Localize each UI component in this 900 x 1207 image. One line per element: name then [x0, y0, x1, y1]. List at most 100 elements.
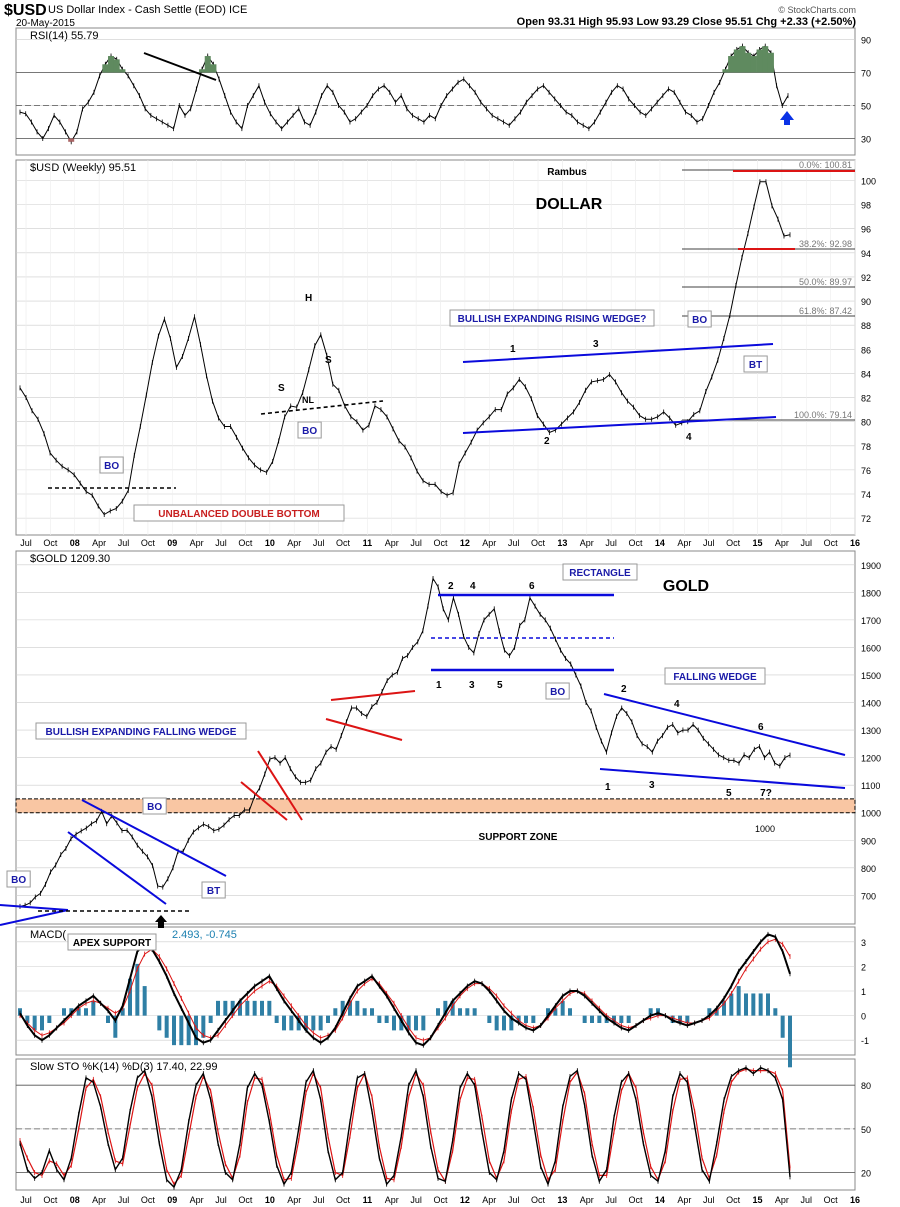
bo-callout: BO	[147, 802, 162, 813]
panel-frame	[15, 27, 856, 156]
x-tick-label: Apr	[775, 1195, 789, 1205]
y-tick-label: 86	[861, 345, 871, 355]
sto-k-line	[19, 1066, 791, 1189]
y-tick-label: 80	[861, 418, 871, 428]
support-zone-band	[15, 798, 856, 814]
apex-support-callout: APEX SUPPORT	[73, 938, 151, 949]
y-tick-label: 96	[861, 225, 871, 235]
rect-point-4: 4	[470, 581, 476, 592]
x-tick-label: 13	[557, 1195, 567, 1205]
bo-callout: BO	[692, 315, 707, 326]
red-channel-line	[325, 718, 403, 741]
y-tick-label: 88	[861, 321, 871, 331]
y-tick-label: 94	[861, 249, 871, 259]
x-tick-label: Oct	[531, 1195, 546, 1205]
y-tick-label: 90	[861, 297, 871, 307]
unbalanced-double-bottom-callout: UNBALANCED DOUBLE BOTTOM	[158, 509, 319, 520]
wedge-point-3: 3	[593, 339, 599, 350]
x-tick-label: Oct	[43, 538, 58, 548]
wedge-point-4: 4	[686, 432, 692, 443]
x-tick-label: Oct	[433, 1195, 448, 1205]
y-tick-label: 900	[861, 836, 876, 846]
rsi-line	[19, 45, 789, 143]
rsi-title: RSI(14) 55.79	[30, 30, 99, 42]
fw-point-6: 6	[758, 722, 764, 733]
y-tick-label: 1700	[861, 616, 881, 626]
x-tick-label: Jul	[605, 538, 617, 548]
x-tick-label: Oct	[726, 1195, 741, 1205]
x-tick-label: Apr	[677, 1195, 691, 1205]
x-tick-label: Apr	[92, 1195, 106, 1205]
y-tick-label: 3	[861, 938, 866, 948]
fw-point-3: 3	[649, 780, 655, 791]
rising-wedge-callout: BULLISH EXPANDING RISING WEDGE?	[458, 314, 647, 325]
bo-callout: BO	[302, 426, 317, 437]
x-tick-label: Jul	[508, 1195, 520, 1205]
falling-wedge-upper-line	[81, 799, 227, 877]
apex-line-upper	[0, 904, 69, 911]
x-tick-label: 14	[655, 1195, 665, 1205]
red-channel-line	[240, 781, 288, 821]
bo-callout: BO	[104, 461, 119, 472]
gold-line	[19, 577, 791, 907]
rsi-divergence-line	[143, 52, 217, 81]
bt-callout: BT	[207, 886, 220, 897]
x-tick-label: Oct	[629, 1195, 644, 1205]
x-tick-label: 14	[655, 538, 665, 548]
y-tick-label: 0	[861, 1012, 866, 1022]
y-tick-label: 74	[861, 490, 871, 500]
fw-point-5: 5	[726, 788, 732, 799]
falling-wedge-lower-line	[67, 831, 167, 905]
rect-point-6: 6	[529, 581, 535, 592]
x-tick-label: Apr	[190, 538, 204, 548]
rectangle-callout: RECTANGLE	[569, 568, 631, 579]
x-tick-label: Jul	[703, 1195, 715, 1205]
fw-point-2: 2	[621, 684, 627, 695]
x-tick-label: Apr	[92, 538, 106, 548]
gold-title: $GOLD 1209.30	[30, 553, 111, 565]
macd-signal-line	[19, 938, 791, 1041]
unbalanced-double-bottom-callout-box	[133, 504, 345, 522]
macd-values: 2.493, -0.745	[172, 929, 237, 941]
wedge-point-1: 1	[510, 344, 516, 355]
x-tick-label: 13	[557, 538, 567, 548]
fw-point-7: 7?	[760, 788, 772, 799]
x-tick-label: Oct	[238, 1195, 253, 1205]
x-tick-label: 12	[460, 1195, 470, 1205]
right-shoulder-label: S	[325, 355, 332, 366]
x-tick-label: Jul	[508, 538, 520, 548]
wedge-point-2: 2	[544, 436, 550, 447]
panel-frame	[15, 1058, 856, 1191]
x-tick-label: Jul	[20, 538, 32, 548]
y-tick-label: 800	[861, 864, 876, 874]
fib-label: 50.0%: 89.97	[799, 277, 852, 287]
y-tick-label: 92	[861, 273, 871, 283]
x-tick-label: Jul	[215, 1195, 227, 1205]
x-tick-label: Oct	[629, 538, 644, 548]
x-tick-label: 12	[460, 538, 470, 548]
y-tick-label: 30	[861, 135, 871, 145]
x-tick-label: Apr	[580, 1195, 594, 1205]
y-tick-label: 80	[861, 1081, 871, 1091]
x-tick-label: Jul	[410, 538, 422, 548]
x-tick-label: Apr	[385, 538, 399, 548]
bullish-falling-wedge-callout-box	[35, 722, 247, 740]
up-arrow-icon	[155, 915, 167, 928]
left-shoulder-label: S	[278, 383, 285, 394]
rectangle-callout-box	[562, 563, 638, 581]
x-tick-label: Jul	[118, 538, 130, 548]
y-tick-label: 20	[861, 1169, 871, 1179]
fib-label: 0.0%: 100.81	[799, 160, 852, 170]
bo-callout-box	[6, 870, 31, 888]
y-tick-label: 100	[861, 176, 876, 186]
y-tick-label: 84	[861, 369, 871, 379]
bo-callout-box	[99, 456, 124, 474]
x-tick-label: Jul	[605, 1195, 617, 1205]
x-tick-label: Apr	[482, 538, 496, 548]
gold-label: GOLD	[663, 578, 709, 595]
x-tick-label: 08	[70, 1195, 80, 1205]
x-tick-label: 11	[363, 538, 373, 548]
x-tick-label: Oct	[141, 1195, 156, 1205]
rect-point-2: 2	[448, 581, 454, 592]
